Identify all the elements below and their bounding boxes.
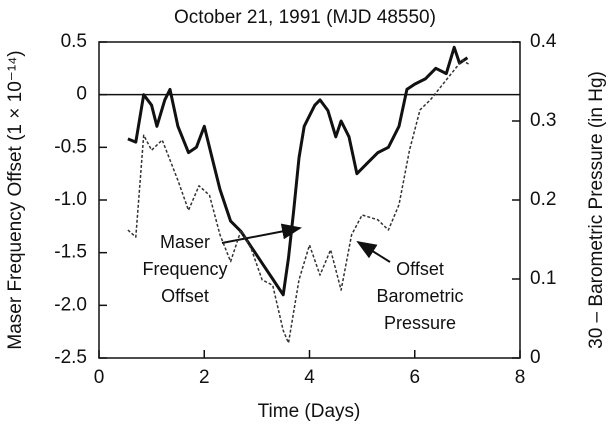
y-tick-label: -2.0 <box>54 294 87 315</box>
x-tick-label: 6 <box>409 367 420 388</box>
y-tick-label: -0.5 <box>54 136 87 157</box>
chart-title: October 21, 1991 (MJD 48550) <box>174 7 436 28</box>
x-tick-label: 8 <box>515 367 526 388</box>
x-tick-label: 4 <box>304 367 315 388</box>
y-axis-label: Maser Frequency Offset (1 × 10⁻¹⁴) <box>5 50 26 349</box>
annotation: Maser <box>160 232 210 252</box>
x-tick-label: 2 <box>199 367 210 388</box>
y2-tick-label: 0.4 <box>530 31 557 52</box>
annotation: Offset <box>396 259 444 279</box>
plot-frame <box>98 41 521 359</box>
series-line <box>127 45 469 297</box>
y2-tick-label: 0.2 <box>530 189 556 210</box>
y-tick-label: -1.0 <box>54 189 87 210</box>
annotation-arrow <box>356 240 391 263</box>
annotation: Pressure <box>384 313 456 333</box>
y-tick-label: -2.5 <box>54 347 87 368</box>
annotation: Frequency <box>142 259 227 279</box>
y-tick-label: 0 <box>76 84 87 105</box>
y2-tick-label: 0 <box>530 347 541 368</box>
series-line <box>127 59 471 344</box>
y-tick-label: 0.5 <box>61 31 87 52</box>
x-axis-label: Time (Days) <box>258 401 361 422</box>
y2-axis-label: 30 – Barometric Pressure (in Hg) <box>586 71 607 349</box>
y2-tick-label: 0.1 <box>530 268 556 289</box>
y-tick-label: -1.5 <box>54 242 87 263</box>
y2-tick-label: 0.3 <box>530 110 556 131</box>
annotation-arrow <box>221 223 302 244</box>
annotation: Offset <box>161 286 209 306</box>
x-tick-label: 0 <box>94 367 105 388</box>
annotation: Barometric <box>376 286 463 306</box>
